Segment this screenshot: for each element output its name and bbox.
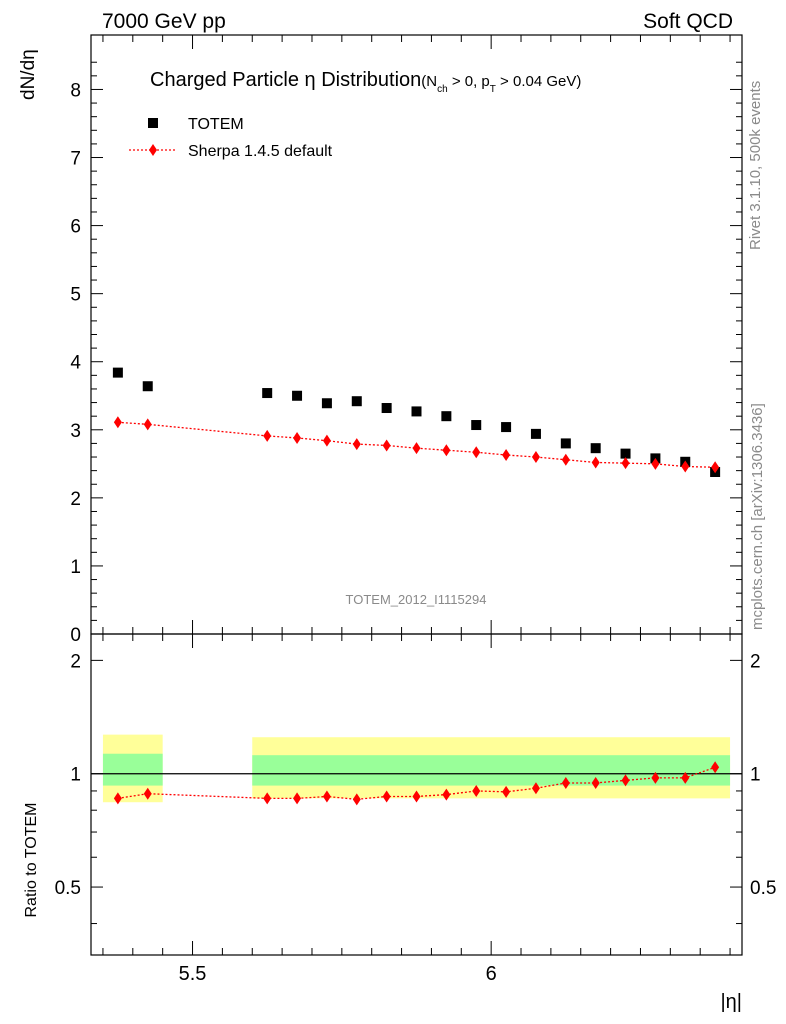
xlabel: |η| bbox=[720, 991, 742, 1013]
mc-point bbox=[412, 442, 421, 455]
ratio-point bbox=[113, 792, 122, 805]
mc-point bbox=[382, 439, 391, 452]
y-tick-label: 0 bbox=[70, 625, 81, 646]
ratio-point bbox=[143, 787, 152, 800]
mc-point bbox=[322, 434, 331, 447]
ratio-point bbox=[681, 771, 690, 784]
ratio-point bbox=[472, 784, 481, 797]
data-point bbox=[292, 390, 303, 401]
ratio-point bbox=[412, 790, 421, 803]
mc-point bbox=[293, 431, 302, 444]
data-point bbox=[560, 438, 571, 449]
mc-point bbox=[263, 429, 272, 442]
mc-point bbox=[113, 416, 122, 429]
mc-point bbox=[711, 461, 720, 474]
ratio-point bbox=[561, 776, 570, 789]
mc-point bbox=[143, 418, 152, 431]
y-tick-label: 1 bbox=[70, 557, 81, 578]
legend-marker-mc bbox=[149, 144, 157, 156]
mc-point bbox=[681, 460, 690, 473]
lower-plot: 0.5 0.5 1 1 2 2 5.5 6 bbox=[55, 634, 776, 985]
legend: TOTEM Sherpa 1.4.5 default bbox=[129, 116, 333, 160]
ratio-point bbox=[651, 771, 660, 784]
mc-point bbox=[621, 457, 630, 470]
y-tick-label-right: 0.5 bbox=[750, 878, 776, 899]
data-point bbox=[351, 396, 362, 407]
legend-label-mc: Sherpa 1.4.5 default bbox=[188, 143, 333, 160]
y-tick-label: 2 bbox=[70, 651, 81, 672]
data-point bbox=[381, 403, 392, 414]
y-tick-label: 6 bbox=[70, 217, 81, 238]
y-tick-label: 4 bbox=[70, 353, 81, 374]
upper-plot: 0 1 2 3 4 5 6 7 8 bbox=[70, 35, 742, 646]
ratio-point bbox=[382, 790, 391, 803]
uncertainty-band-inner bbox=[102, 753, 163, 786]
data-point bbox=[441, 411, 452, 422]
data-point bbox=[321, 398, 332, 409]
ratio-point bbox=[322, 790, 331, 803]
ratio-point bbox=[293, 792, 302, 805]
ratio-point bbox=[263, 792, 272, 805]
plot-title: Charged Particle η Distribution(Nch > 0,… bbox=[150, 69, 581, 95]
data-point bbox=[411, 406, 422, 417]
ratio-point bbox=[621, 774, 630, 787]
y-tick-label-right: 1 bbox=[750, 765, 761, 786]
mc-point bbox=[561, 453, 570, 466]
data-point bbox=[620, 448, 631, 459]
mc-point bbox=[352, 438, 361, 451]
lower-frame bbox=[90, 633, 743, 956]
y-tick-label: 0.5 bbox=[55, 878, 81, 899]
ratio-line bbox=[117, 766, 716, 800]
mc-point bbox=[651, 457, 660, 470]
mc-point bbox=[502, 448, 511, 461]
upper-ylabel: dN/dη bbox=[18, 49, 39, 100]
mc-point bbox=[531, 451, 540, 464]
y-tick-label: 5 bbox=[70, 285, 81, 306]
y-tick-label: 7 bbox=[70, 149, 81, 170]
data-point bbox=[530, 428, 541, 439]
data-point bbox=[501, 422, 512, 433]
y-tick-label-right: 2 bbox=[750, 651, 761, 672]
data-point bbox=[112, 367, 123, 378]
ratio-point bbox=[502, 785, 511, 798]
ratio-point bbox=[531, 782, 540, 795]
analysis-id: TOTEM_2012_I1115294 bbox=[346, 592, 487, 607]
data-point bbox=[142, 381, 153, 392]
mc-point bbox=[591, 456, 600, 469]
ratio-point bbox=[591, 776, 600, 789]
mc-point bbox=[442, 444, 451, 457]
rivet-label: Rivet 3.1.10, 500k events bbox=[747, 81, 764, 250]
data-point bbox=[590, 443, 601, 454]
mcplots-label: mcplots.cern.ch [arXiv:1306.3436] bbox=[749, 403, 766, 630]
legend-label-data: TOTEM bbox=[188, 116, 244, 133]
mc-line bbox=[117, 421, 716, 468]
x-tick-label: 5.5 bbox=[179, 963, 207, 985]
mc-point bbox=[472, 446, 481, 459]
data-point bbox=[471, 420, 482, 431]
y-tick-label: 3 bbox=[70, 421, 81, 442]
header-left: 7000 GeV pp bbox=[102, 10, 226, 33]
header-right: Soft QCD bbox=[643, 10, 733, 33]
x-tick-label: 6 bbox=[486, 963, 497, 985]
lower-ylabel: Ratio to TOTEM bbox=[23, 803, 40, 918]
y-tick-label: 8 bbox=[70, 80, 81, 101]
y-tick-label: 1 bbox=[70, 765, 81, 786]
legend-marker-data bbox=[148, 118, 158, 128]
y-tick-label: 2 bbox=[70, 489, 81, 510]
data-point bbox=[262, 388, 273, 399]
uncertainty-band-inner bbox=[252, 755, 731, 786]
ratio-point bbox=[442, 788, 451, 801]
ratio-point bbox=[352, 793, 361, 806]
ratio-point bbox=[711, 761, 720, 774]
